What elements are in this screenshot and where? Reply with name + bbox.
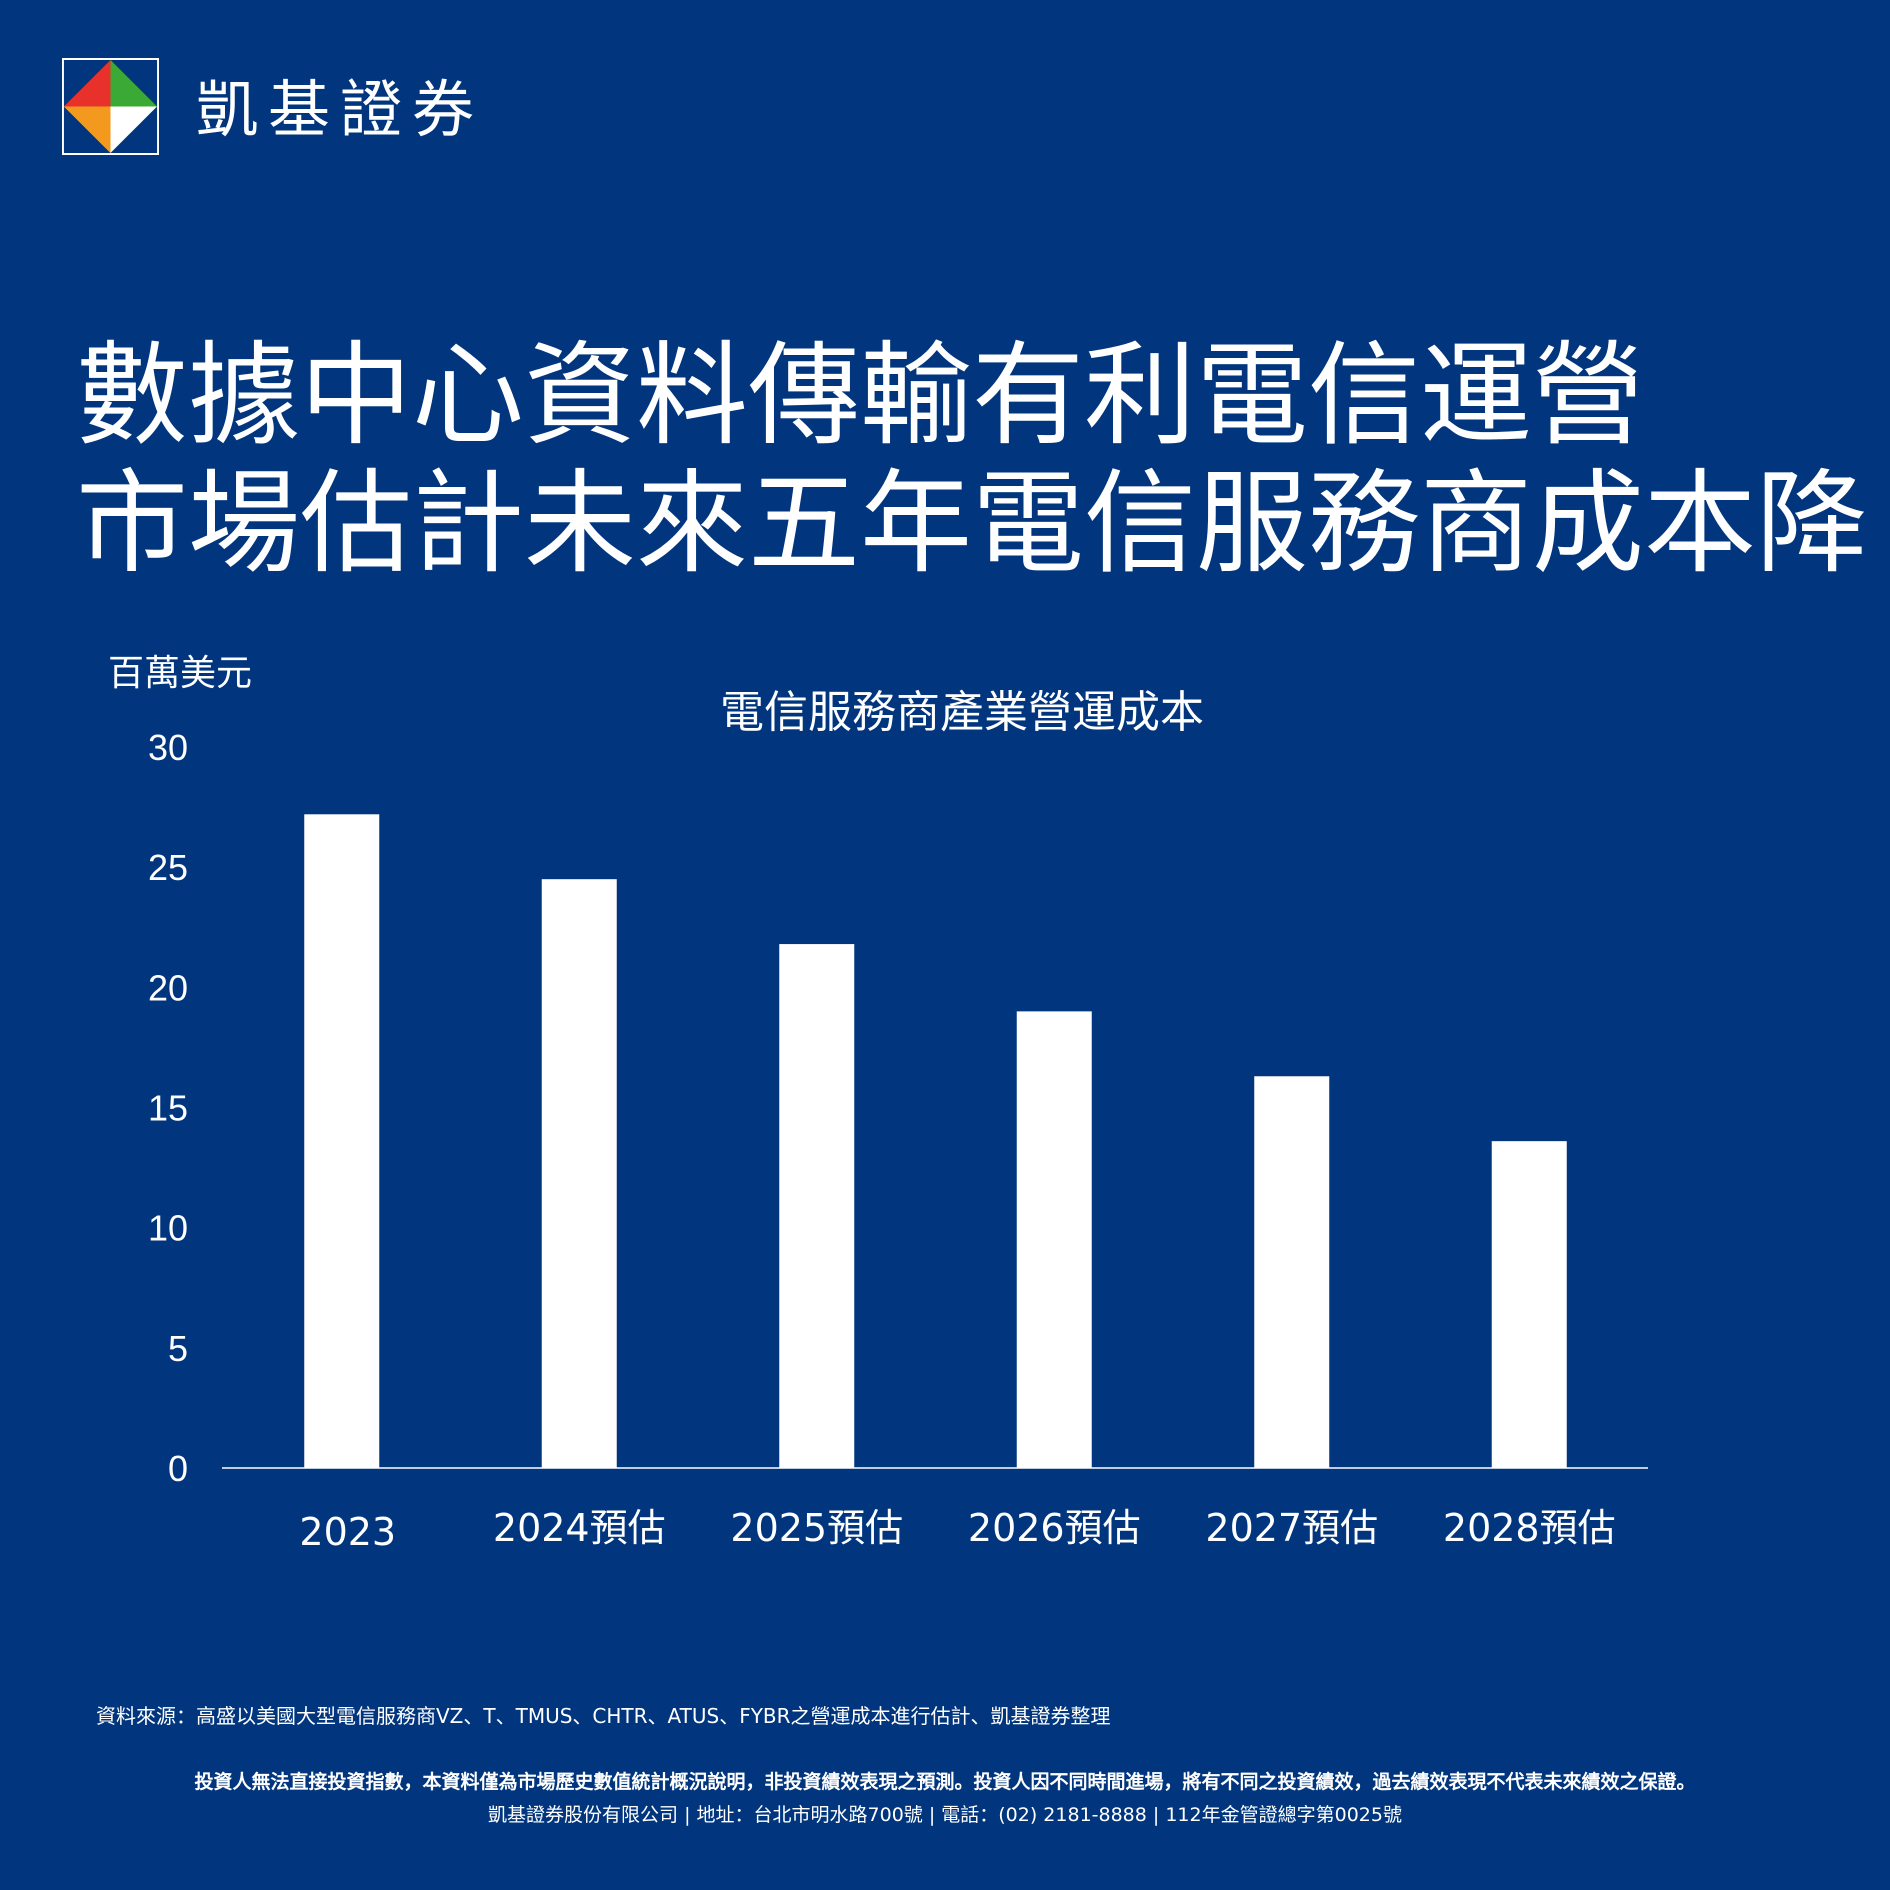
- y-tick-label: 10: [148, 1208, 188, 1249]
- x-tick-label: 2025預估: [730, 1506, 903, 1550]
- headline: 數據中心資料傳輸有利電信運營 市場估計未來五年電信服務商成本降: [76, 331, 1868, 589]
- x-tick-label: 2026預估: [968, 1506, 1141, 1550]
- y-tick-label: 30: [148, 727, 188, 768]
- bar-2025預估: [779, 944, 855, 1468]
- y-axis-unit: 百萬美元: [108, 653, 252, 694]
- x-tick-label: 2024預估: [493, 1506, 666, 1550]
- y-axis-ticks: 0 5 10 15 20 25 30: [148, 727, 188, 1489]
- kgi-logo: [62, 58, 159, 155]
- chart-title: 電信服務商產業營運成本: [720, 687, 1204, 738]
- headline-line-2: 市場估計未來五年電信服務商成本降: [76, 459, 1868, 589]
- x-tick-label: 2023: [299, 1510, 396, 1554]
- bar-2026預估: [1016, 1011, 1092, 1468]
- logo-red-triangle: [63, 59, 111, 107]
- bar-chart: 百萬美元 電信服務商產業營運成本 0 5 10 15 20 25 30 2023 2024預估…: [108, 653, 1648, 1554]
- y-tick-label: 5: [168, 1328, 188, 1369]
- bars: [304, 814, 1567, 1468]
- bar-2027預估: [1254, 1076, 1330, 1468]
- x-tick-label: 2028預估: [1443, 1506, 1616, 1550]
- y-tick-label: 25: [148, 847, 188, 888]
- bar-2028預估: [1491, 1141, 1567, 1468]
- logo-green-triangle: [110, 59, 158, 107]
- y-tick-label: 20: [148, 967, 188, 1008]
- data-source-note: 資料來源：高盛以美國大型電信服務商VZ、T、TMUS、CHTR、ATUS、FYB…: [96, 1704, 1111, 1728]
- company-info: 凱基證券股份有限公司 | 地址：台北市明水路700號 | 電話：(02) 218…: [488, 1804, 1402, 1826]
- y-tick-label: 0: [168, 1448, 188, 1489]
- bar-2023: [304, 814, 380, 1468]
- y-tick-label: 15: [148, 1088, 188, 1129]
- headline-line-1: 數據中心資料傳輸有利電信運營: [76, 331, 1644, 461]
- x-tick-label: 2027預估: [1205, 1506, 1378, 1550]
- disclaimer: 投資人無法直接投資指數，本資料僅為市場歷史數值統計概況說明，非投資績效表現之預測…: [194, 1771, 1696, 1793]
- brand-name: 凱基證券: [196, 73, 485, 146]
- x-axis-ticks: 2023 2024預估 2025預估 2026預估 2027預估 2028預估: [299, 1506, 1615, 1554]
- bar-2024預估: [541, 879, 617, 1468]
